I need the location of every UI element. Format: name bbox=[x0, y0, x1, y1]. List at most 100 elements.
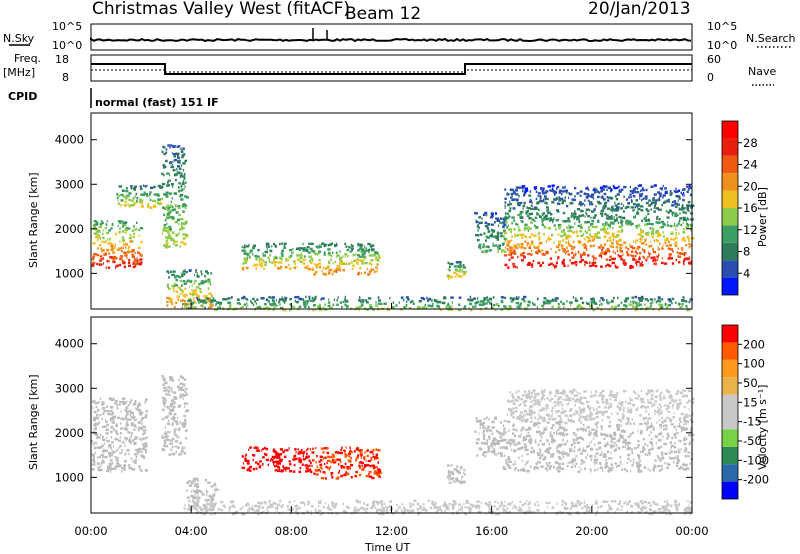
echo-cell bbox=[610, 463, 613, 466]
echo-cell bbox=[135, 448, 139, 452]
echo-cell bbox=[659, 194, 662, 198]
echo-cell bbox=[506, 464, 509, 467]
echo-cell bbox=[169, 405, 173, 408]
echo-cell bbox=[309, 247, 313, 251]
echo-cell bbox=[302, 455, 304, 458]
echo-cell bbox=[469, 295, 472, 299]
echo-cell bbox=[350, 451, 353, 454]
echo-cell bbox=[486, 236, 490, 239]
echo-cell bbox=[483, 298, 486, 302]
echo-cell bbox=[668, 463, 671, 466]
echo-cell bbox=[589, 201, 593, 204]
echo-cell bbox=[181, 274, 184, 278]
echo-cell bbox=[330, 258, 332, 261]
echo-cell bbox=[176, 145, 180, 148]
echo-cell bbox=[183, 383, 186, 386]
echo-cell bbox=[682, 211, 686, 214]
echo-cell bbox=[163, 404, 166, 407]
echo-cell bbox=[289, 254, 293, 258]
echo-cell bbox=[523, 256, 526, 259]
echo-cell bbox=[636, 260, 640, 264]
echo-cell bbox=[174, 173, 178, 176]
echo-cell bbox=[272, 450, 276, 453]
echo-cell bbox=[601, 214, 604, 217]
echo-cell bbox=[558, 191, 562, 194]
echo-cell bbox=[361, 253, 363, 257]
echo-cell bbox=[216, 301, 218, 304]
echo-cell bbox=[683, 228, 685, 231]
echo-cell bbox=[482, 243, 485, 246]
echo-cell bbox=[522, 207, 524, 210]
echo-cell bbox=[139, 413, 143, 416]
echo-cell bbox=[654, 395, 658, 398]
echo-cell bbox=[559, 197, 562, 200]
echo-cell bbox=[334, 451, 339, 454]
echo-cell bbox=[537, 399, 540, 402]
echo-cell bbox=[636, 191, 640, 194]
echo-cell bbox=[272, 299, 275, 302]
echo-cell bbox=[215, 488, 219, 492]
echo-cell bbox=[511, 411, 515, 415]
echo-cell bbox=[168, 376, 172, 379]
echo-cell bbox=[625, 221, 628, 224]
echo-cell bbox=[617, 221, 620, 224]
echo-cell bbox=[99, 255, 103, 258]
echo-cell bbox=[179, 375, 183, 378]
echo-cell bbox=[144, 442, 148, 445]
echo-cell bbox=[105, 420, 108, 423]
echo-cell bbox=[359, 449, 362, 452]
range-tick-label: 1000 bbox=[55, 266, 84, 280]
echo-cell bbox=[494, 235, 497, 238]
echo-cell bbox=[100, 446, 103, 449]
echo-cell bbox=[304, 464, 308, 467]
echo-cell bbox=[433, 298, 436, 302]
echo-cell bbox=[144, 401, 146, 404]
echo-cell bbox=[476, 300, 480, 304]
echo-cell bbox=[635, 397, 639, 400]
echo-cell bbox=[571, 198, 574, 201]
echo-cell bbox=[172, 379, 174, 382]
echo-cell bbox=[580, 234, 584, 237]
echo-cell bbox=[471, 299, 474, 302]
echo-cell bbox=[112, 445, 114, 448]
echo-cell bbox=[566, 454, 570, 457]
echo-cell bbox=[538, 238, 541, 241]
echo-cell bbox=[511, 297, 516, 300]
echo-cell bbox=[330, 473, 333, 476]
echo-cell bbox=[486, 439, 489, 442]
echo-cell bbox=[645, 201, 649, 205]
echo-cell bbox=[557, 398, 561, 401]
echo-cell bbox=[272, 460, 274, 463]
echo-cell bbox=[541, 432, 544, 435]
echo-cell bbox=[568, 419, 571, 422]
echo-cell bbox=[611, 188, 613, 192]
echo-cell bbox=[683, 463, 687, 467]
echo-cell bbox=[508, 240, 511, 243]
echo-cell bbox=[190, 504, 195, 508]
echo-cell bbox=[245, 266, 249, 270]
echo-cell bbox=[658, 308, 661, 312]
echo-cell bbox=[674, 435, 676, 438]
echo-cell bbox=[283, 308, 287, 312]
echo-cell bbox=[588, 200, 590, 203]
echo-cell bbox=[130, 434, 133, 437]
echo-cell bbox=[605, 434, 609, 437]
echo-cell bbox=[618, 303, 620, 307]
echo-cell bbox=[527, 261, 531, 265]
echo-cell bbox=[101, 401, 104, 404]
echo-cell bbox=[263, 303, 267, 306]
echo-cell bbox=[175, 450, 177, 454]
echo-cell bbox=[243, 462, 245, 465]
echo-cell bbox=[186, 220, 188, 223]
echo-cell bbox=[166, 435, 168, 439]
echo-cell bbox=[330, 456, 333, 459]
echo-cell bbox=[173, 158, 177, 162]
echo-cell bbox=[557, 202, 559, 205]
echo-cell bbox=[575, 438, 578, 442]
echo-cell bbox=[639, 414, 642, 417]
echo-cell bbox=[606, 263, 610, 266]
echo-cell bbox=[448, 277, 450, 280]
echo-cell bbox=[271, 455, 276, 459]
echo-cell bbox=[115, 438, 119, 441]
echo-cell bbox=[566, 246, 568, 250]
